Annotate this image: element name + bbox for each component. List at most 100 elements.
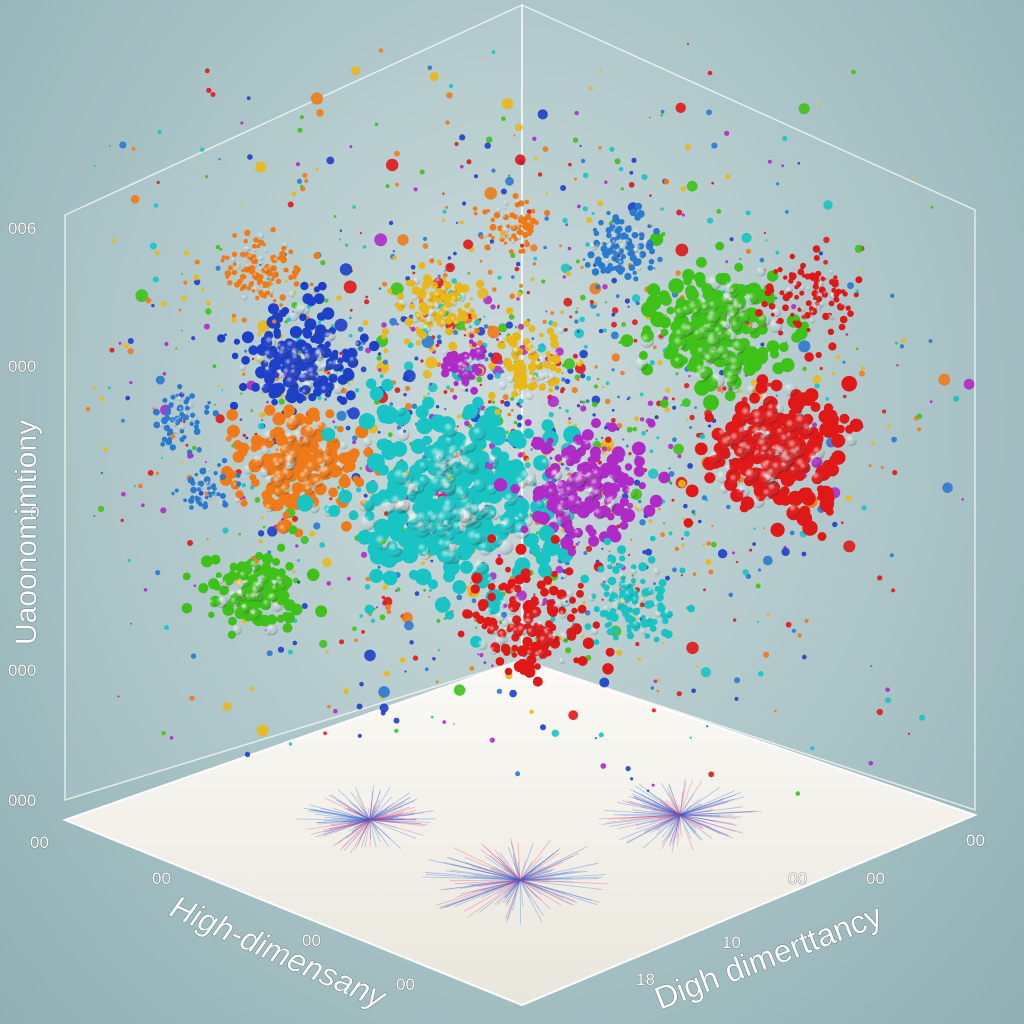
data-point: [746, 321, 759, 334]
data-point: [637, 657, 642, 661]
data-point: [594, 260, 600, 266]
data-point: [153, 408, 160, 416]
data-point: [559, 631, 570, 642]
data-point: [706, 275, 722, 291]
data-point: [175, 393, 179, 397]
data-point: [585, 545, 593, 553]
data-point: [398, 299, 407, 308]
data-point: [781, 547, 790, 557]
data-point: [810, 402, 821, 412]
data-point: [868, 760, 874, 766]
data-point: [410, 326, 416, 332]
data-point: [600, 462, 613, 476]
data-point: [404, 620, 414, 631]
floor-projection-ray: [454, 879, 521, 885]
data-point: [749, 548, 753, 552]
data-point: [378, 686, 390, 698]
floor-projection-ray: [653, 802, 681, 816]
floor-projection-ray: [659, 814, 681, 825]
data-point: [284, 496, 297, 509]
data-point: [694, 406, 697, 410]
data-point: [529, 370, 535, 376]
data-point: [572, 353, 578, 359]
data-point: [532, 374, 541, 382]
data-point: [537, 109, 548, 120]
data-point: [518, 329, 522, 333]
data-point: [479, 383, 483, 387]
data-point: [546, 437, 554, 445]
data-point: [364, 649, 376, 662]
data-point: [283, 410, 292, 419]
data-point: [689, 426, 693, 429]
data-point: [374, 122, 379, 127]
data-point: [228, 265, 233, 271]
floor-projection-ray: [470, 868, 521, 881]
data-point: [170, 394, 176, 400]
data-point: [488, 233, 493, 238]
data-point: [630, 567, 637, 575]
data-point: [607, 422, 618, 433]
data-point: [689, 736, 692, 739]
data-point: [841, 289, 846, 294]
data-point: [731, 340, 746, 355]
data-point: [500, 583, 508, 590]
data-point: [574, 328, 585, 339]
data-point: [444, 269, 447, 272]
data-point: [705, 335, 721, 351]
data-point: [520, 649, 527, 655]
data-point: [456, 594, 463, 601]
floor-projection-ray: [617, 814, 681, 829]
floor-projection-ray: [519, 879, 550, 883]
floor-projection-ray: [470, 879, 521, 886]
data-point: [562, 275, 566, 279]
data-point: [488, 509, 500, 521]
data-point: [121, 492, 126, 497]
data-point: [487, 373, 494, 380]
data-point: [812, 374, 822, 384]
floor-projection-ray: [679, 814, 701, 840]
data-point: [531, 608, 541, 618]
data-point: [463, 334, 467, 337]
data-point: [498, 451, 510, 462]
data-point: [795, 457, 809, 472]
data-point: [547, 487, 556, 496]
data-point: [608, 550, 611, 553]
data-point: [127, 348, 134, 355]
floor-projection-ray: [369, 817, 399, 821]
data-point: [550, 534, 560, 544]
floor-projection-ray: [316, 819, 371, 824]
floor-projection-ray: [369, 819, 378, 830]
data-point: [161, 731, 166, 736]
data-point: [732, 551, 735, 555]
data-point: [522, 636, 533, 648]
data-point: [526, 209, 532, 215]
data-point: [324, 398, 327, 401]
data-point: [526, 290, 530, 295]
data-point: [484, 244, 491, 251]
floor-projection-ray: [355, 787, 371, 821]
data-point: [317, 281, 327, 291]
data-point: [580, 158, 586, 164]
floor-projection-ray: [505, 879, 521, 907]
data-point: [773, 443, 785, 455]
floor-projection-ray: [640, 794, 681, 816]
data-point: [377, 430, 381, 434]
data-point: [469, 308, 475, 314]
floor-projection-ray: [422, 876, 521, 881]
data-point: [814, 383, 820, 389]
data-point: [203, 505, 207, 510]
data-point: [450, 316, 456, 322]
data-point: [514, 266, 520, 272]
data-point: [273, 270, 278, 275]
data-point: [658, 507, 661, 511]
data-point: [550, 311, 555, 315]
data-point: [524, 462, 531, 469]
data-point: [488, 625, 499, 636]
data-point: [595, 243, 600, 248]
data-point: [205, 308, 212, 315]
floor-projection-ray: [639, 806, 681, 816]
data-point: [541, 548, 544, 551]
data-point: [627, 305, 630, 308]
data-point: [672, 567, 677, 573]
data-point: [633, 276, 639, 282]
